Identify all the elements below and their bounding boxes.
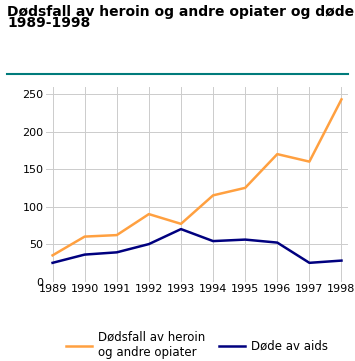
Legend: Dødsfall av heroin
og andre opiater, Døde av aids: Dødsfall av heroin og andre opiater, Død… xyxy=(61,326,333,361)
Text: Dødsfall av heroin og andre opiater og døde av aids.: Dødsfall av heroin og andre opiater og d… xyxy=(7,5,355,19)
Text: 1989-1998: 1989-1998 xyxy=(7,16,91,30)
